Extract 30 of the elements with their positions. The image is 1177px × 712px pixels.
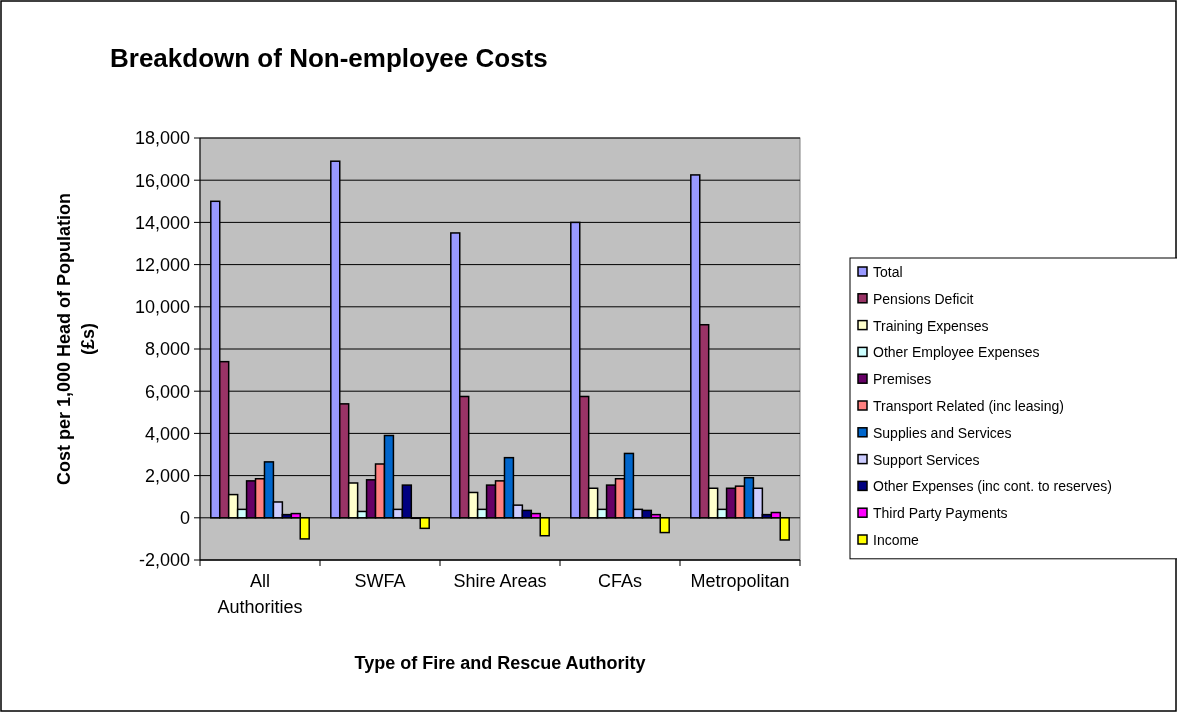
legend-label: Total — [873, 263, 903, 280]
y-tick-label: 0 — [179, 508, 190, 529]
y-axis-title: Cost per 1,000 Head of Population (£s) — [54, 192, 98, 486]
legend-label: Pensions Deficit — [873, 290, 974, 307]
legend-label: Other Expenses (inc cont. to reserves) — [873, 478, 1112, 495]
y-tick-label: 2,000 — [144, 465, 190, 486]
legend-label: Premises — [873, 371, 932, 388]
y-tick-label: 14,000 — [134, 212, 190, 233]
legend-label: Supplies and Services — [873, 424, 1012, 441]
y-tick-label: 18,000 — [134, 128, 190, 149]
legend-label: Training Expenses — [873, 317, 989, 334]
y-tick-label: 4,000 — [144, 423, 190, 444]
y-tick-label: -2,000 — [138, 550, 190, 571]
legend-label: Transport Related (inc leasing) — [873, 397, 1064, 414]
y-tick-label: 6,000 — [144, 381, 190, 402]
x-tick-label: All Authorities — [217, 571, 303, 617]
y-tick-label: 8,000 — [144, 339, 190, 360]
x-axis-title: Type of Fire and Rescue Authority — [354, 653, 646, 673]
legend-label: Other Employee Expenses — [873, 344, 1040, 361]
legend-label: Income — [873, 531, 920, 548]
x-tick-label: Metropolitan — [690, 571, 790, 591]
y-tick-label: 12,000 — [134, 254, 190, 275]
chart-title: Breakdown of Non-employee Costs — [110, 43, 548, 73]
y-tick-label: 16,000 — [134, 170, 190, 191]
legend-label: Support Services — [873, 451, 980, 468]
y-tick-label: 10,000 — [134, 297, 190, 318]
legend-label: Third Party Payments — [873, 505, 1008, 522]
x-tick-label: CFAs — [597, 571, 643, 591]
x-tick-label: SWFA — [354, 571, 406, 591]
x-tick-label: Shire Areas — [453, 571, 547, 591]
